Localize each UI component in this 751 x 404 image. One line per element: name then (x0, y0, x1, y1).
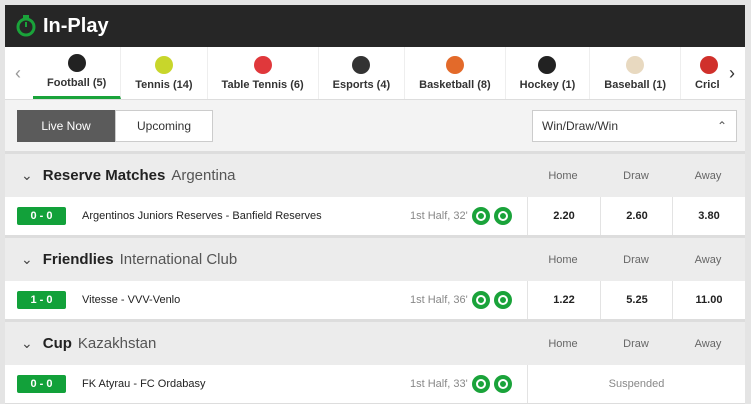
sections: ⌄ Reserve Matches Argentina Home Draw Away 0 -… (5, 152, 745, 404)
sport-label: Football (5) (47, 77, 107, 89)
score: 0 - 0 (17, 207, 66, 225)
odds-button[interactable]: 5.25 (600, 281, 673, 319)
column-header: Home (548, 253, 578, 266)
match-row[interactable]: 0 - 0 FK Atyrau - FC Ordabasy 1st Half, 33… (5, 365, 745, 404)
live-now-toggle[interactable]: Live Now (17, 109, 115, 142)
live-icon[interactable] (494, 375, 512, 393)
app: In-Play › Football (5) Tennis (14) Table T… (5, 5, 745, 404)
odds-button[interactable]: 3.80 (672, 197, 745, 235)
sport-icon (538, 55, 557, 74)
column-header: Home (548, 169, 578, 182)
header: In-Play (5, 5, 745, 47)
competition: Reserve Matches (42, 167, 166, 184)
match-time: 1st Half, 36' (410, 294, 468, 306)
sport-icon (352, 55, 371, 74)
live-icon[interactable] (494, 207, 512, 225)
sport-tabs: › Football (5) Tennis (14) Table Tennis (6… (5, 47, 745, 100)
controls: Live Now Upcoming Win/Draw/Win ⌃ (5, 100, 745, 152)
sport-label: Basketball (8) (419, 78, 491, 91)
scroll-left[interactable]: ‹ (5, 47, 31, 99)
sport-tab[interactable]: Baseball (1) (590, 47, 682, 99)
market-label: Win/Draw/Win (542, 119, 619, 133)
sport-label: Esports (4) (332, 78, 391, 91)
dropdown-caret: ⌃ (716, 119, 727, 133)
stats-icon[interactable] (472, 375, 490, 393)
collapse-icon[interactable]: ⌄ (21, 167, 33, 183)
match-row[interactable]: 0 - 0 Argentinos Juniors Reserves - Banfi… (5, 197, 745, 236)
odds-button[interactable]: 2.20 (527, 197, 600, 235)
column-header: Draw (623, 253, 649, 266)
stats-icon[interactable] (472, 207, 490, 225)
sport-label: Tennis (14) (135, 78, 193, 91)
sport-icon (626, 55, 645, 74)
section-header[interactable]: ⌄ Reserve Matches Argentina Home Draw Away (5, 152, 745, 197)
collapse-icon[interactable]: ⌄ (21, 335, 33, 351)
column-header: Home (548, 337, 578, 350)
region: International Club (119, 251, 238, 268)
live-icon[interactable] (494, 291, 512, 309)
region: Kazakhstan (77, 335, 157, 352)
teams: Argentinos Juniors Reserves - Banfield R… (82, 210, 322, 222)
region: Argentina (171, 167, 236, 184)
competition: Friendlies (42, 251, 114, 268)
column-header: Draw (623, 169, 649, 182)
column-header: Away (694, 337, 722, 350)
section-header[interactable]: ⌄ Cup Kazakhstan Home Draw Away (5, 320, 745, 365)
sport-tab[interactable]: Table Tennis (6) (208, 47, 319, 99)
odds-button[interactable]: 1.22 (527, 281, 600, 319)
sport-label: Baseball (1) (604, 78, 667, 91)
competition: Cup (42, 335, 72, 352)
sport-tab[interactable]: Football (5) (33, 47, 122, 99)
sport-icon (699, 55, 718, 74)
sport-icon (253, 55, 272, 74)
match-time: 1st Half, 33' (410, 378, 468, 390)
sport-tab[interactable]: Tennis (14) (121, 47, 208, 99)
sport-label: Crick (695, 78, 723, 91)
sport-tab[interactable]: Esports (4) (319, 47, 406, 99)
sport-icon (154, 55, 173, 74)
scroll-right[interactable]: › (719, 47, 745, 99)
sport-icon (445, 55, 464, 74)
sport-label: Table Tennis (6) (221, 78, 304, 91)
teams: FK Atyrau - FC Ordabasy (82, 378, 206, 390)
stopwatch-icon (16, 15, 36, 37)
match-row[interactable]: 1 - 0 Vitesse - VVV-Venlo 1st Half, 36' 1.2… (5, 281, 745, 320)
sport-label: Hockey (1) (519, 78, 576, 91)
sport-icon (67, 54, 86, 72)
sport-tab[interactable]: Basketball (8) (405, 47, 506, 99)
score: 1 - 0 (17, 291, 66, 309)
section-header[interactable]: ⌄ Friendlies International Club Home Draw Awa… (5, 236, 745, 281)
upcoming-toggle[interactable]: Upcoming (115, 109, 213, 142)
stats-icon[interactable] (472, 291, 490, 309)
sport-tab[interactable]: Hockey (1) (506, 47, 591, 99)
score: 0 - 0 (17, 375, 66, 393)
suspended: Suspended (527, 365, 745, 403)
market-dropdown[interactable]: Win/Draw/Win ⌃ (532, 110, 737, 142)
column-header: Away (694, 253, 722, 266)
match-time: 1st Half, 32' (410, 210, 468, 222)
odds-button[interactable]: 2.60 (600, 197, 673, 235)
teams: Vitesse - VVV-Venlo (82, 294, 181, 306)
collapse-icon[interactable]: ⌄ (21, 251, 33, 267)
column-header: Away (694, 169, 722, 182)
odds-button[interactable]: 11.00 (672, 281, 745, 319)
page-title: In-Play (43, 14, 109, 37)
column-header: Draw (623, 337, 649, 350)
